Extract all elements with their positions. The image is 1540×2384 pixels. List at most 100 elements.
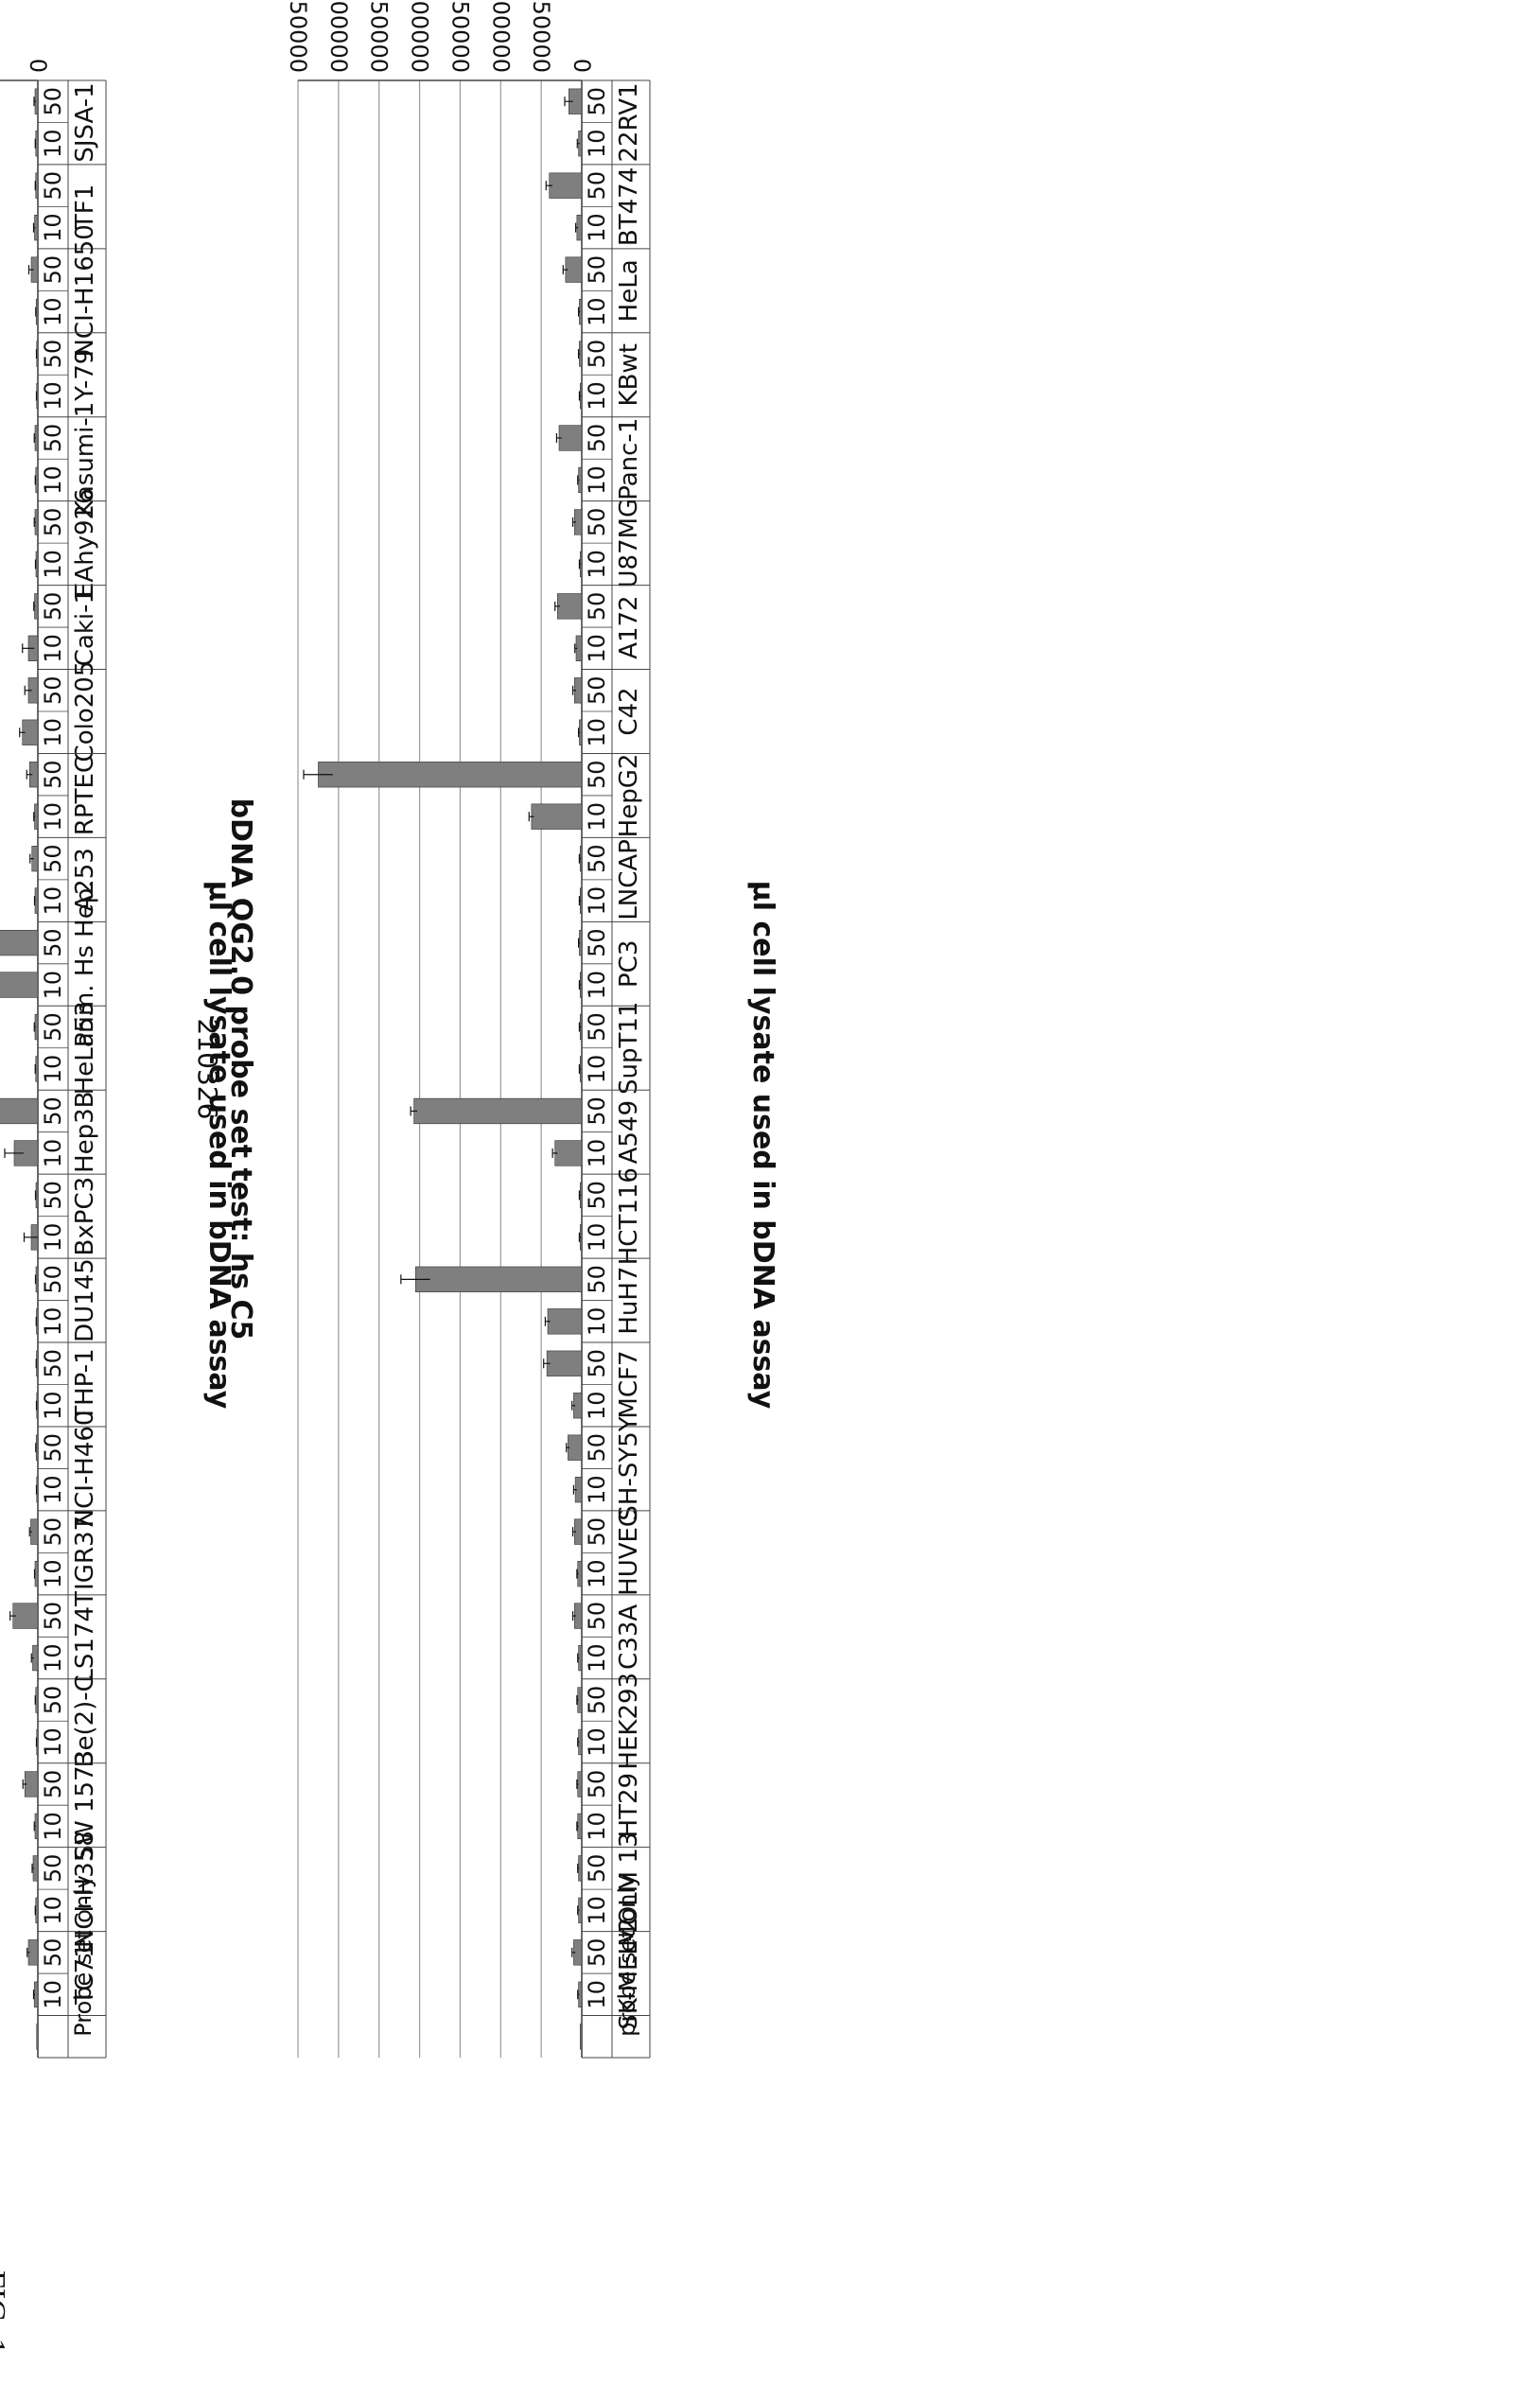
bar	[413, 1097, 583, 1125]
group-label: C33A	[615, 1604, 643, 1670]
y-tick-label: 100000	[487, 0, 514, 73]
sub-category-label: 10	[584, 886, 610, 916]
x-axis-label: µl cell lysate used in bDNA assay	[746, 881, 779, 1410]
sub-category-label: 50	[584, 1938, 610, 1968]
sub-category-label: 50	[584, 760, 610, 789]
group-label: Panc-1	[615, 418, 643, 500]
y-tick-label: 300000	[325, 0, 352, 73]
group-label: SK-MEL-2	[615, 1918, 643, 2030]
sub-category-label: 50	[40, 1096, 66, 1126]
sub-category-label: 50	[40, 1181, 66, 1210]
bar	[554, 1140, 583, 1166]
sub-category-label: 50	[584, 1265, 610, 1294]
sub-category-label: 10	[40, 1391, 66, 1420]
sub-category-label: 50	[40, 87, 66, 116]
bar	[568, 1434, 583, 1461]
sub-category-label: 10	[40, 971, 66, 1000]
sub-category-label: 50	[40, 508, 66, 537]
bar	[546, 1350, 583, 1376]
sub-category-label: 10	[40, 1475, 66, 1504]
sub-category-label: 10	[584, 1139, 610, 1168]
group-label: HT29	[615, 1773, 643, 1838]
sub-category-label: 50	[584, 255, 610, 285]
sub-category-label: 50	[584, 1181, 610, 1210]
bar	[0, 972, 39, 998]
group-label: DU145	[71, 1258, 99, 1342]
sub-category-label: 50	[584, 171, 610, 201]
sub-category-label: 10	[584, 297, 610, 326]
sub-category-label: 10	[584, 1055, 610, 1084]
sub-category-label: 50	[40, 1265, 66, 1294]
group-label: Be(2)-C	[71, 1674, 99, 1767]
sub-category-label: 10	[584, 1475, 610, 1504]
sub-category-label: 10	[584, 1223, 610, 1253]
sub-category-label: 50	[584, 1770, 610, 1799]
group-label: LS174T	[71, 1591, 99, 1683]
y-tick-label: 200000	[407, 0, 433, 73]
x-axis-label: µl cell lysate used in bDNA assay	[202, 881, 236, 1410]
group-label: HeLa	[615, 259, 643, 322]
sub-category-label: 10	[584, 1643, 610, 1673]
sub-category-label: 50	[584, 928, 610, 957]
group-label: IGR37	[71, 1516, 99, 1590]
sub-category-label: 50	[584, 1686, 610, 1715]
sub-category-label: 10	[584, 1391, 610, 1420]
group-label: BT474	[615, 167, 643, 246]
sub-category-label: 10	[40, 465, 66, 495]
sub-category-label: 50	[584, 1096, 610, 1126]
sub-category-label: 10	[584, 129, 610, 158]
sub-category-label: 50	[584, 1349, 610, 1378]
sub-category-label: 10	[584, 634, 610, 663]
bar	[27, 1939, 39, 1966]
group-label: Y-79	[71, 349, 99, 402]
group-label: Kasumi-1	[71, 402, 99, 517]
group-label: HEK293	[615, 1673, 643, 1770]
sub-category-label: 10	[40, 1559, 66, 1588]
sub-category-label: 50	[584, 340, 610, 369]
bar	[579, 2024, 583, 2050]
sub-category-label: 10	[40, 1223, 66, 1253]
sub-category-label: 10	[40, 381, 66, 411]
sub-category-label: 10	[40, 718, 66, 747]
bar	[0, 1097, 39, 1125]
y-tick-label: 350000	[285, 0, 311, 73]
bar	[0, 929, 39, 956]
sub-category-label: 10	[584, 1812, 610, 1841]
sub-category-label: 50	[40, 1602, 66, 1631]
y-tick-label: 200000	[0, 0, 4, 73]
sub-category-label: 50	[40, 760, 66, 789]
sub-category-label: 10	[40, 634, 66, 663]
sub-category-label: 50	[40, 592, 66, 622]
bar	[36, 2024, 39, 2050]
sub-category-label: 50	[584, 424, 610, 453]
bar	[565, 256, 583, 283]
y-tick-label: 150000	[446, 0, 473, 73]
sub-category-label: 50	[584, 592, 610, 622]
sub-category-label: 10	[40, 297, 66, 326]
final-category-label: Probe set only	[70, 1875, 96, 2037]
group-label: NCI-H460	[71, 1411, 99, 1528]
sub-category-label: 50	[584, 87, 610, 116]
sub-category-label: 50	[584, 1433, 610, 1463]
sub-category-label: 10	[584, 1980, 610, 2009]
y-tick-label: 0	[25, 59, 51, 73]
sub-category-label: 10	[584, 550, 610, 579]
sub-category-label: 50	[40, 340, 66, 369]
chart-title: bDNA QG2.0 probe set test: hs C5	[224, 798, 257, 1341]
sub-category-label: 50	[40, 255, 66, 285]
group-label: A172	[615, 595, 643, 658]
sub-category-label: 10	[584, 718, 610, 747]
group-label: HUVEC	[615, 1510, 643, 1596]
group-label: HeLa53	[71, 1001, 99, 1095]
group-label: EAhy926	[71, 488, 99, 598]
sub-category-label: 10	[40, 1896, 66, 1925]
sub-category-label: 10	[40, 129, 66, 158]
group-label: NCI-H358	[71, 1831, 99, 1948]
group-label: MCF7	[615, 1350, 643, 1418]
y-tick-label: 50000	[528, 1, 554, 73]
sub-category-label: 50	[40, 928, 66, 957]
sub-category-label: 10	[584, 971, 610, 1000]
sub-category-label: 10	[40, 1812, 66, 1841]
y-tick-label: 0	[569, 59, 595, 73]
group-label: U87MG	[615, 499, 643, 588]
